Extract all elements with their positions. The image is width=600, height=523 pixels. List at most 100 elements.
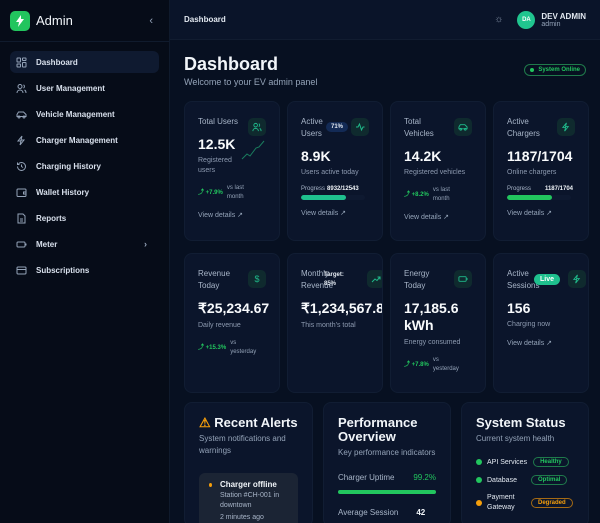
alert-title: Charger offline <box>219 480 277 489</box>
alert-item[interactable]: Charger offline Station #CH-001 in downt… <box>199 473 298 523</box>
breadcrumb: Dashboard <box>184 15 226 24</box>
sidebar: Admin ‹ Dashboard User Management Vehicl… <box>0 0 170 523</box>
sidebar-item-dashboard[interactable]: Dashboard <box>10 51 159 73</box>
progress-row: Progress 1187/1704 <box>507 186 573 192</box>
card-title: Total Vehicles <box>404 117 434 138</box>
card-value: ₹1,234,567.89 <box>301 300 383 316</box>
card-value: 17,185.6 kWh <box>404 300 459 333</box>
topbar: Dashboard ☼ DA DEV ADMIN admin <box>170 0 600 40</box>
card-desc: Charging now <box>507 321 551 328</box>
card-title: Total Users <box>198 117 239 126</box>
card-value: 156 <box>507 300 531 316</box>
progress-bar <box>507 195 571 200</box>
bottom-panels: ⚠ Recent Alerts System notifications and… <box>184 402 589 523</box>
car-icon <box>454 118 472 136</box>
card-active-sessions: Active Sessions Live 156 Charging now Vi… <box>493 253 589 393</box>
sidebar-item-subscriptions[interactable]: Subscriptions <box>10 259 159 281</box>
card-desc: Energy consumed <box>404 339 461 346</box>
zap-icon <box>568 270 586 288</box>
sidebar-item-vehicle-management[interactable]: Vehicle Management <box>10 103 159 125</box>
perf-row: Charger Uptime 99.2% <box>338 473 436 482</box>
card-desc: Registered vehicles <box>404 169 466 176</box>
sidebar-item-user-management[interactable]: User Management <box>10 77 159 99</box>
logo-icon <box>10 10 30 31</box>
live-badge: Live <box>534 274 561 285</box>
users-icon <box>16 83 27 94</box>
status-label: System Online <box>538 67 580 73</box>
status-row: Database Optimal <box>476 475 574 485</box>
sidebar-item-wallet-history[interactable]: Wallet History <box>10 181 159 203</box>
panel-subtitle: Current system health <box>476 434 555 443</box>
sidebar-item-label: Wallet History <box>36 187 90 197</box>
trend-pct: ⤴ +7.9% <box>198 190 223 196</box>
card-energy-today: Energy Today 17,185.6 kWh Energy consume… <box>390 253 486 393</box>
status-badge: System Online <box>524 64 586 76</box>
card-value: 1187/1704 <box>507 148 573 164</box>
recent-alerts-panel: ⚠ Recent Alerts System notifications and… <box>184 402 313 523</box>
file-icon <box>16 213 27 224</box>
sidebar-item-charging-history[interactable]: Charging History <box>10 155 159 177</box>
status-dot <box>476 500 482 506</box>
panel-title: Performance Overview <box>338 415 418 444</box>
brand: Admin ‹ <box>0 0 169 42</box>
card-desc: This month's total <box>301 322 356 329</box>
dollar-icon: $ <box>248 270 266 288</box>
sidebar-item-label: Charging History <box>36 161 101 171</box>
activity-icon <box>351 118 369 136</box>
status-badge: Healthy <box>533 457 569 467</box>
trending-up-icon <box>367 270 382 288</box>
trend-label: vs last month <box>432 187 450 202</box>
trend-label: vs yesterday <box>432 357 459 372</box>
view-details-link[interactable]: View details ↗ <box>198 212 244 219</box>
sidebar-item-reports[interactable]: Reports <box>10 207 159 229</box>
card-value: 12.5K <box>198 136 236 152</box>
target-badge: Target: 85% <box>324 272 344 287</box>
card-desc: Users active today <box>301 169 359 176</box>
card-title: Active Users <box>301 117 323 138</box>
battery-icon <box>16 239 27 250</box>
page-header: Dashboard Welcome to your EV admin panel… <box>170 40 600 87</box>
card-revenue-today: Revenue Today $ ₹25,234.67 Daily revenue… <box>184 253 280 393</box>
sidebar-item-label: Vehicle Management <box>36 109 115 119</box>
trend-label: vs yesterday <box>230 340 257 355</box>
view-details-link[interactable]: View details ↗ <box>301 210 347 217</box>
grid-icon <box>16 57 27 68</box>
view-details-link[interactable]: View details ↗ <box>507 210 553 217</box>
performance-panel: Performance Overview Key performance ind… <box>323 402 451 523</box>
panel-subtitle: Key performance indicators <box>338 448 436 457</box>
view-details-link[interactable]: View details ↗ <box>507 340 553 347</box>
trend-pct: ⤴ +15.3% <box>198 345 227 351</box>
card-title: Active Sessions <box>507 269 540 290</box>
card-desc: Online chargers <box>507 169 557 176</box>
card-title: Revenue Today <box>198 269 231 290</box>
status-badge: Optimal <box>531 475 568 485</box>
wallet-icon <box>16 187 27 198</box>
credit-card-icon <box>16 265 27 276</box>
sidebar-item-charger-management[interactable]: Charger Management <box>10 129 159 151</box>
warning-icon: ⚠ <box>199 415 211 430</box>
alert-dot <box>209 483 212 487</box>
panel-title: System Status <box>476 415 566 430</box>
trend: ⤴ +7.8% vs yesterday <box>404 356 472 374</box>
sun-icon[interactable]: ☼ <box>494 14 504 25</box>
percent-badge: 71% <box>326 122 349 132</box>
trend-pct: ⤴ +7.8% <box>404 362 429 368</box>
status-badge: Degraded <box>531 498 573 508</box>
avatar[interactable]: DA <box>517 10 536 29</box>
card-title: Monthly Revenue <box>301 269 334 290</box>
card-value: 14.2K <box>404 148 442 164</box>
page-subtitle: Welcome to your EV admin panel <box>184 77 318 87</box>
view-details-link[interactable]: View details ↗ <box>404 214 450 221</box>
perf-row: Average Session 42 <box>338 508 426 517</box>
uptime-bar <box>338 490 436 494</box>
chevron-left-icon[interactable]: ‹ <box>149 14 153 27</box>
trend-pct: ⤴ +8.2% <box>404 192 429 198</box>
stats-grid: Total Users 12.5K Registered users ⤴ +7.… <box>184 101 599 393</box>
card-value: ₹25,234.67 <box>198 300 270 316</box>
sidebar-item-meter[interactable]: Meter › <box>10 233 159 255</box>
user-info[interactable]: DEV ADMIN admin <box>541 12 586 28</box>
card-desc: Registered users <box>198 157 232 174</box>
card-title: Active Chargers <box>507 117 540 138</box>
status-dot <box>476 477 482 483</box>
user-name: DEV ADMIN <box>541 11 586 21</box>
